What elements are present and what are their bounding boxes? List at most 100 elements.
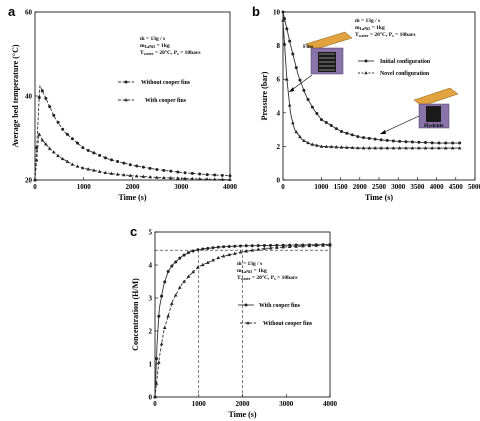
data-point — [451, 141, 455, 145]
data-point — [306, 140, 310, 145]
panel-letter: a — [8, 4, 16, 19]
data-point — [173, 293, 178, 297]
label-part: T — [237, 275, 241, 281]
inset-label-hydride: Hydride — [424, 123, 444, 129]
data-point — [222, 245, 226, 249]
data-point — [122, 173, 126, 177]
y-tick-label: 10 — [273, 9, 281, 17]
data-point — [310, 105, 314, 109]
data-point — [97, 169, 102, 173]
y-tick-label: 4 — [149, 262, 153, 270]
y-tick-label: 6 — [277, 76, 281, 84]
legend-marker — [246, 321, 250, 325]
data-point — [288, 39, 292, 43]
data-point — [228, 174, 232, 178]
label-part: s — [274, 276, 276, 281]
data-point — [221, 254, 226, 258]
data-point — [350, 145, 355, 150]
x-tick-label: 4500 — [449, 183, 464, 191]
data-point — [153, 395, 157, 399]
data-point — [170, 264, 174, 268]
inset-pointer-head — [289, 87, 294, 92]
data-point — [233, 244, 237, 248]
data-point — [154, 357, 158, 361]
data-point — [65, 159, 70, 163]
x-tick-label: 3000 — [279, 400, 294, 408]
data-point — [306, 98, 310, 102]
data-point — [315, 143, 319, 147]
data-point — [404, 146, 408, 150]
data-point — [244, 244, 248, 248]
data-point — [262, 244, 266, 248]
inset-lid — [413, 87, 459, 107]
data-point — [92, 151, 96, 155]
data-point — [60, 156, 65, 161]
data-point — [275, 243, 279, 247]
annotation-flow: ṁ = 13g / s — [140, 36, 165, 42]
data-point — [128, 163, 132, 167]
legend-marker — [364, 59, 368, 63]
y-tick-label: 20 — [25, 177, 33, 185]
data-point — [287, 244, 292, 248]
data-point — [141, 165, 145, 169]
label-part: = 20°C, P — [153, 49, 177, 56]
data-point — [397, 146, 402, 150]
x-axis-label: Time (s) — [365, 193, 393, 202]
data-point — [291, 121, 295, 125]
label-part: LaNi5 — [145, 44, 156, 49]
data-point — [70, 137, 74, 141]
label-part: water — [144, 51, 154, 56]
data-point — [34, 158, 39, 162]
data-point — [190, 171, 194, 175]
x-tick-label: 1000 — [77, 183, 92, 191]
data-point — [216, 245, 220, 249]
data-point — [275, 245, 279, 249]
x-tick-label: 4000 — [430, 183, 445, 191]
data-point — [206, 246, 210, 250]
data-point — [398, 139, 402, 143]
data-point — [410, 146, 415, 150]
label-part: s — [177, 51, 179, 56]
annotation-conditions: Twater = 20°C, Ps = 10bars — [140, 49, 200, 56]
y-axis-label: Average bed temperature (°C) — [11, 44, 20, 147]
data-point — [160, 294, 164, 298]
series-1 — [33, 132, 232, 182]
chart-panel-c: c 0 1000 2000 3000 4000 0 1 2 3 4 5 Time (s) Concentr… — [130, 224, 338, 419]
data-point — [379, 146, 383, 150]
data-point — [232, 251, 237, 255]
data-point — [44, 96, 48, 100]
y-tick-label: 0 — [277, 177, 281, 185]
data-point — [159, 342, 164, 346]
data-point — [148, 175, 152, 179]
data-point — [40, 89, 44, 93]
label-part: LaNi5 — [360, 26, 371, 31]
data-point — [307, 243, 312, 248]
x-tick-label: 0 — [33, 183, 37, 191]
label-part: = 20°C, P — [368, 31, 392, 38]
data-point — [122, 161, 126, 165]
data-point — [174, 260, 178, 264]
data-point — [148, 166, 152, 170]
data-point — [198, 172, 202, 176]
panel-letter: c — [130, 224, 137, 239]
data-point — [86, 148, 90, 152]
data-point — [48, 105, 52, 109]
data-point — [98, 153, 102, 157]
data-point — [256, 247, 261, 251]
data-point — [183, 176, 187, 180]
series-1 — [281, 18, 462, 150]
label-part: s — [392, 33, 394, 38]
data-point — [361, 146, 366, 150]
data-point — [324, 144, 329, 148]
legend-marker — [124, 80, 128, 84]
data-point — [163, 280, 167, 284]
data-point — [116, 159, 120, 163]
data-point — [238, 244, 242, 248]
y-tick-label: 4 — [277, 109, 281, 117]
data-point — [379, 138, 383, 142]
data-point — [81, 166, 85, 170]
label-part: = 1kg — [155, 43, 170, 49]
data-point — [200, 262, 205, 267]
